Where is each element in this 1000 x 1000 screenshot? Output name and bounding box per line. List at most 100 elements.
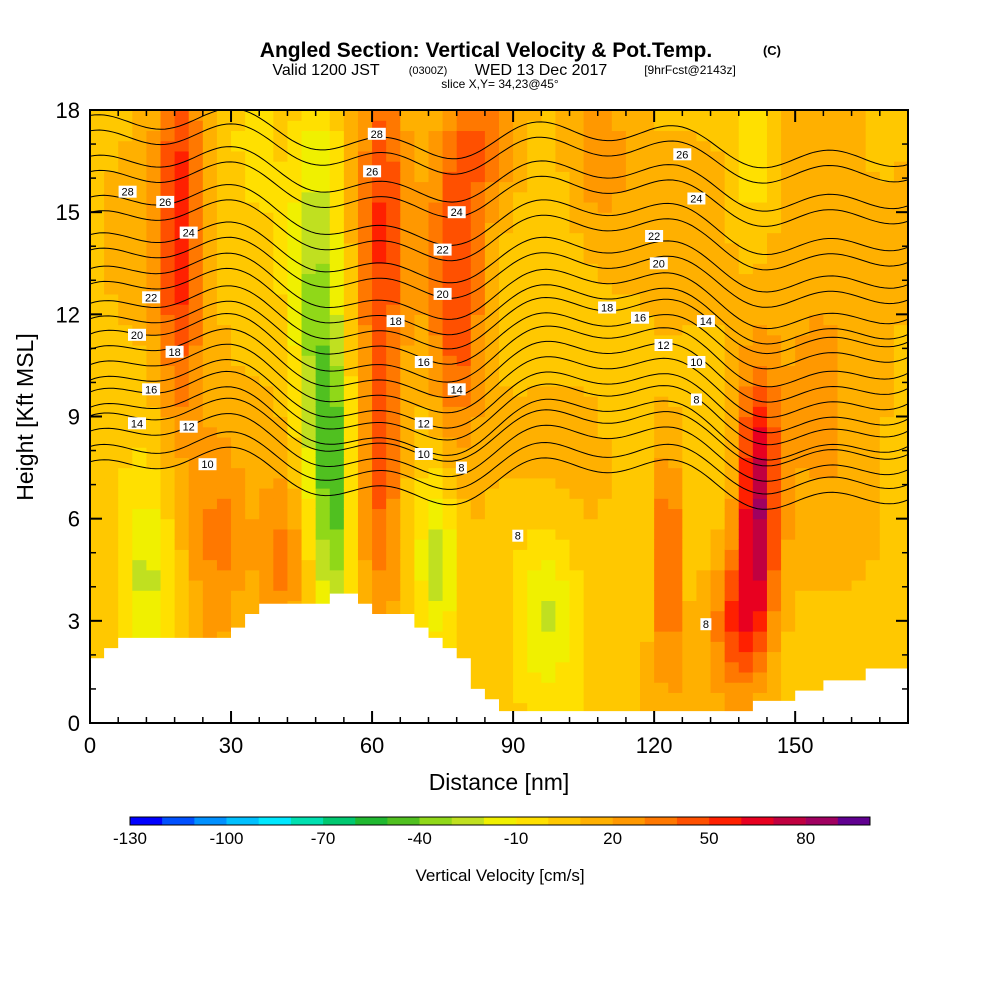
velocity-cell [795, 181, 810, 193]
velocity-cell [795, 488, 810, 499]
velocity-cell [865, 324, 881, 336]
velocity-cell [386, 355, 401, 367]
velocity-cell [188, 120, 204, 132]
velocity-cell [696, 651, 712, 663]
velocity-cell [710, 671, 726, 683]
velocity-cell [301, 508, 317, 520]
velocity-cell [555, 416, 571, 428]
velocity-cell [400, 518, 415, 530]
velocity-cell [343, 130, 359, 142]
velocity-cell [865, 641, 881, 653]
velocity-cell [174, 191, 190, 203]
velocity-cell [315, 406, 331, 418]
velocity-cell [611, 457, 627, 469]
velocity-cell [513, 191, 528, 203]
velocity-cell [640, 263, 655, 275]
velocity-cell [343, 539, 359, 550]
velocity-cell [160, 242, 176, 254]
theta-contour-minor [90, 343, 908, 418]
velocity-cell [146, 620, 162, 632]
velocity-cell [527, 222, 542, 234]
velocity-cell [555, 620, 571, 632]
velocity-cell [527, 498, 542, 510]
velocity-cell [513, 396, 528, 407]
velocity-cell [611, 436, 627, 448]
velocity-cell [569, 181, 585, 193]
velocity-cell [640, 579, 655, 591]
velocity-cell [188, 314, 204, 326]
chart-subtitle-valid: Valid 1200 JST [272, 62, 380, 79]
velocity-cell [442, 416, 458, 428]
velocity-cell [118, 375, 133, 387]
velocity-cell [541, 334, 557, 346]
velocity-cell [456, 222, 472, 234]
velocity-cell [809, 396, 824, 407]
velocity-cell [865, 426, 881, 438]
velocity-cell [146, 600, 162, 612]
velocity-cell [231, 457, 246, 469]
velocity-cell [527, 579, 542, 591]
velocity-cell [188, 191, 204, 203]
velocity-cell [484, 661, 500, 673]
velocity-cell [724, 355, 740, 367]
velocity-cell [527, 273, 542, 285]
velocity-cell [118, 610, 133, 622]
velocity-cell [795, 140, 810, 152]
velocity-cell [259, 477, 274, 489]
velocity-cell [865, 651, 881, 663]
velocity-cell [470, 661, 486, 673]
velocity-cell [682, 671, 698, 683]
velocity-cell [766, 528, 782, 540]
velocity-cell [174, 334, 190, 346]
velocity-cell [357, 201, 373, 213]
velocity-cell [541, 447, 557, 458]
velocity-cell [442, 273, 458, 285]
velocity-cell [611, 242, 627, 254]
velocity-cell [357, 150, 373, 162]
contour-label-box [128, 417, 146, 430]
velocity-cell [104, 120, 119, 132]
velocity-cell [442, 579, 458, 591]
velocity-cell [851, 447, 867, 458]
velocity-cell [273, 263, 289, 275]
velocity-cell [795, 620, 810, 632]
velocity-cell [611, 579, 627, 591]
velocity-cell [668, 631, 683, 642]
contour-label-text: 24 [183, 228, 195, 240]
velocity-field [90, 110, 908, 723]
velocity-cell [104, 181, 119, 193]
contour-label: 12 [179, 420, 198, 434]
velocity-cell [329, 334, 345, 346]
velocity-cell [470, 130, 486, 142]
velocity-cell [710, 201, 726, 213]
velocity-cell [583, 498, 599, 510]
velocity-cell [837, 549, 853, 561]
velocity-cell [597, 355, 613, 367]
velocity-cell [414, 467, 430, 479]
velocity-cell [795, 651, 810, 663]
velocity-cell [414, 120, 430, 132]
velocity-cell [428, 140, 444, 152]
velocity-cell [865, 590, 881, 601]
velocity-cell [879, 590, 895, 601]
colorbar-tick-label: -40 [407, 829, 432, 848]
velocity-cell [513, 631, 528, 642]
velocity-cell [104, 222, 119, 234]
velocity-cell [823, 324, 839, 336]
velocity-cell [724, 385, 740, 397]
velocity-cell [851, 304, 867, 315]
velocity-cell [484, 396, 500, 407]
velocity-cell [668, 692, 683, 704]
colorbar-tick-label: -100 [209, 829, 243, 848]
velocity-cell [597, 569, 613, 581]
velocity-cell [569, 150, 585, 162]
velocity-cell [513, 518, 528, 530]
velocity-cell [766, 467, 782, 479]
velocity-cell [231, 304, 246, 315]
velocity-cell [781, 518, 796, 530]
velocity-cell [160, 579, 176, 591]
velocity-cell [315, 324, 331, 336]
velocity-cell [583, 508, 599, 520]
velocity-cell [343, 498, 359, 510]
velocity-cell [386, 477, 401, 489]
